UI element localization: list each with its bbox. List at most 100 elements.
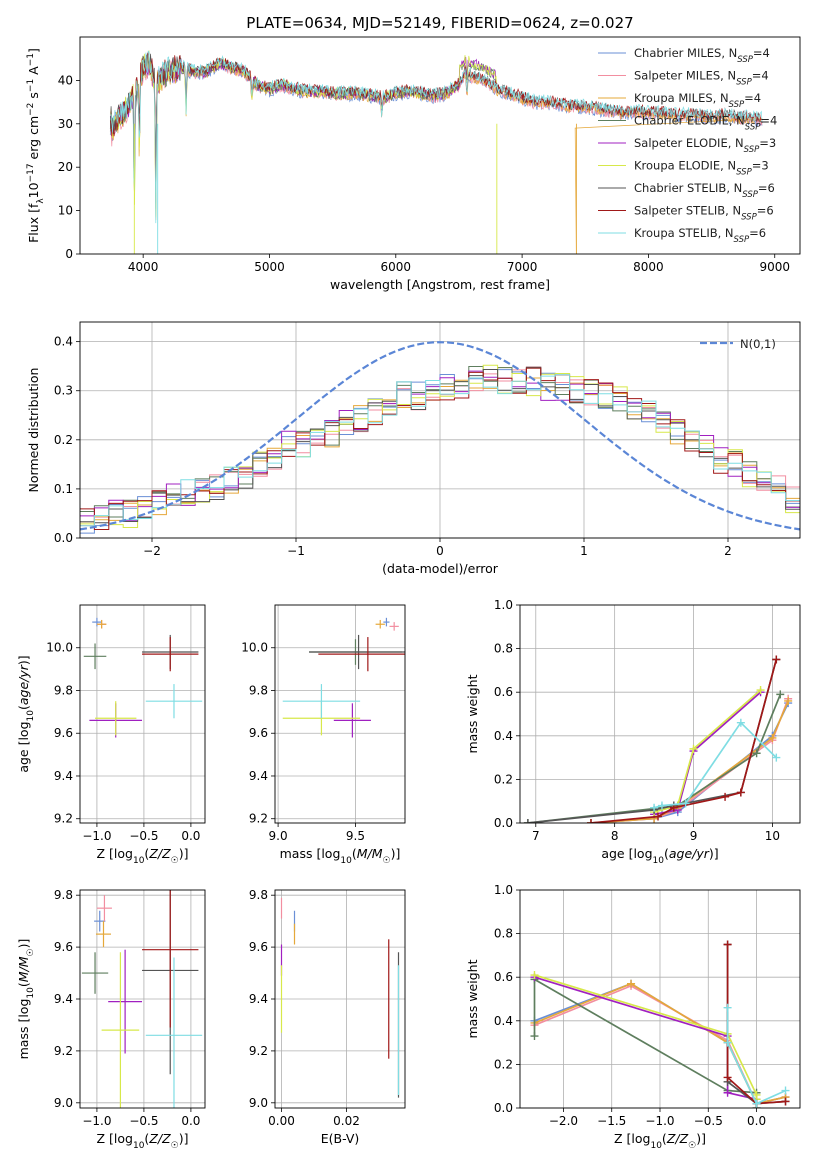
series-marker-1 (657, 801, 666, 810)
series-marker-1 (627, 979, 636, 988)
y-axis-label: age [log10(age/yr)] (16, 655, 36, 772)
x-tick-label-0: 4000 (128, 260, 159, 274)
x-tick-label-0: 0.00 (268, 1114, 295, 1128)
panel-age-vs-Z: −1.0 −0.5 0.0 9.2 9.4 9.6 9.8 10.0 Z [log10(Z/Z☉… (16, 604, 206, 866)
plot-frame (79, 321, 801, 539)
histogram-series-7 (80, 367, 800, 531)
panel-spectrum: 4000 5000 6000 7000 8000 9000 0 10 20 30 40 wavelen… (26, 36, 801, 292)
point-0 (383, 617, 390, 627)
x-tick-label-2: 0.0 (181, 829, 200, 843)
series-marker-2 (752, 1099, 761, 1108)
x-axis-label: mass [log10(M/M☉)] (280, 846, 401, 866)
y-tick-label-0: 0.0 (494, 816, 513, 830)
series-marker-4 (784, 696, 793, 705)
plot-area (530, 940, 790, 1108)
plot-frame (519, 604, 801, 824)
y-tick-label-0: 9.2 (54, 812, 73, 826)
series-marker-3 (736, 718, 745, 727)
y-tick-label-2: 9.4 (249, 992, 268, 1006)
point-4 (108, 949, 143, 1054)
x-axis-label: Z [log10(Z/Z☉)] (97, 846, 189, 866)
series-line (653, 689, 762, 813)
series-marker-3 (752, 749, 761, 758)
series-marker-2 (723, 1088, 732, 1097)
x-tick-label-4: 8000 (633, 260, 664, 274)
panel-mass-weight-vs-age: 7 8 9 10 0.0 0.2 0.4 0.6 0.8 1.0 age [log10(age/yr… (465, 598, 801, 866)
plot-area (282, 617, 405, 738)
y-tick-label-2: 0.4 (494, 1014, 513, 1028)
point-1 (96, 895, 112, 922)
point-2 (96, 619, 107, 629)
series-marker-4 (776, 690, 785, 699)
series-6 (523, 655, 781, 823)
plot-frame (79, 604, 206, 824)
normal-curve (80, 341, 800, 531)
plot-frame (79, 889, 206, 1109)
series-marker-0 (723, 940, 732, 949)
series-marker-3 (721, 792, 730, 801)
y-tick-label-3: 0.6 (494, 970, 513, 984)
y-tick-label-3: 0.3 (54, 384, 73, 398)
x-tick-label-0: −2.0 (549, 1114, 578, 1128)
series-marker-3 (756, 686, 765, 695)
x-tick-label-1: 8 (611, 829, 619, 843)
point-8 (145, 684, 203, 719)
y-tick-label-2: 0.4 (494, 729, 513, 743)
y-tick-label-4: 0.8 (494, 927, 513, 941)
x-tick-label-1: −0.5 (129, 829, 158, 843)
x-tick-label-0: 7 (532, 829, 540, 843)
panel-mass-vs-EBV: 0.00 0.02 9.0 9.2 9.4 9.6 9.8 (249, 888, 406, 1128)
y-tick-label-4: 10.0 (46, 641, 73, 655)
y-tick-label-2: 20 (58, 160, 73, 174)
legend-entry-1: Salpeter MILES, NSSP=4 (634, 69, 769, 88)
x-tick-label-1: 9.5 (346, 829, 365, 843)
series-marker-4 (772, 753, 781, 762)
legend: Chabrier MILES, NSSP=4 Salpeter MILES, NS… (598, 46, 777, 245)
plot-area (280, 897, 400, 1098)
x-tick-label-1: −1.5 (597, 1114, 626, 1128)
panel-age-vs-mass: 9.0 9.5 9.2 9.4 9.6 9.8 10.0 mass [log10(M/M☉)] (241, 604, 406, 866)
y-tick-label-1: 0.1 (54, 482, 73, 496)
y-tick-label-1: 9.4 (249, 769, 268, 783)
series-7 (586, 655, 781, 823)
y-tick-label-3: 0.6 (494, 685, 513, 699)
series-line (653, 691, 762, 816)
x-tick-label-2: 0 (436, 544, 444, 558)
x-tick-label-0: −2 (143, 544, 161, 558)
panel-mass-weight-vs-Z: −2.0 −1.5 −1.0 −0.5 0.0 0.0 0.2 0.4 0.6 0.8 1.0 Z [… (465, 883, 801, 1151)
figure-title: PLATE=0634, MJD=52149, FIBERID=0624, z=0… (246, 14, 633, 32)
x-tick-label-3: 10 (765, 829, 780, 843)
plot-frame (274, 889, 406, 1109)
x-tick-label-3: 7000 (507, 260, 538, 274)
y-tick-label-0: 0.0 (494, 1101, 513, 1115)
point-6 (309, 634, 405, 670)
point-5 (95, 701, 137, 736)
y-tick-label-4: 9.8 (54, 888, 73, 902)
series-marker-1 (654, 812, 663, 821)
series-marker-5 (772, 655, 781, 664)
plot-area (523, 655, 793, 823)
series-8 (723, 1003, 790, 1108)
series-8 (650, 718, 781, 812)
x-tick-label-2: 9 (690, 829, 698, 843)
y-tick-label-1: 9.4 (54, 769, 73, 783)
point-2 (375, 619, 385, 629)
y-tick-label-4: 0.4 (54, 335, 73, 349)
x-tick-label-1: 5000 (254, 260, 285, 274)
legend-entry-5: Kroupa ELODIE, NSSP=3 (634, 159, 769, 178)
point-5 (101, 952, 140, 1108)
x-tick-label-5: 9000 (759, 260, 790, 274)
y-tick-label-4: 10.0 (241, 641, 268, 655)
series-marker-3 (781, 1097, 790, 1106)
series-marker-4 (736, 788, 745, 797)
x-axis-label: Z [log10(Z/Z☉)] (97, 1131, 189, 1151)
y-tick-label-4: 40 (58, 73, 73, 87)
series-5 (530, 971, 761, 1104)
series-marker-0 (723, 1003, 732, 1012)
histogram-series-5 (80, 364, 800, 528)
point-4 (333, 703, 371, 738)
y-tick-label-1: 9.2 (249, 1044, 268, 1058)
y-tick-label-3: 30 (58, 117, 73, 131)
series-marker-0 (530, 1032, 539, 1041)
series-5 (650, 686, 765, 817)
